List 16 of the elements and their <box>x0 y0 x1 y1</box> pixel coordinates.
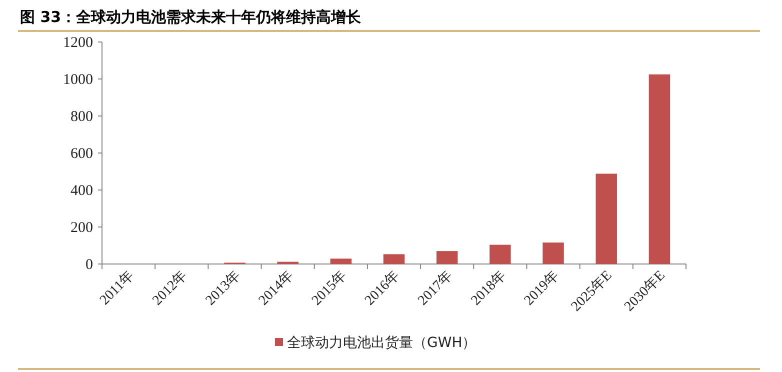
y-tick-label: 0 <box>86 257 93 273</box>
bar <box>330 258 352 264</box>
y-tick-label: 400 <box>70 183 93 199</box>
y-tick-label: 600 <box>70 146 93 162</box>
y-tick-label: 800 <box>70 109 93 125</box>
y-tick-label: 1000 <box>63 72 93 88</box>
y-tick-label: 1200 <box>63 35 93 51</box>
bar <box>542 242 564 264</box>
bar <box>648 74 670 264</box>
chart-title: 图 33：全球动力电池需求未来十年仍将维持高增长 <box>20 8 362 26</box>
bar <box>436 251 458 264</box>
bar <box>383 254 405 264</box>
bar <box>596 174 617 264</box>
y-tick-label: 200 <box>70 220 93 236</box>
bar <box>490 244 511 264</box>
legend-label: 全球动力电池出货量（GWH） <box>287 335 476 351</box>
